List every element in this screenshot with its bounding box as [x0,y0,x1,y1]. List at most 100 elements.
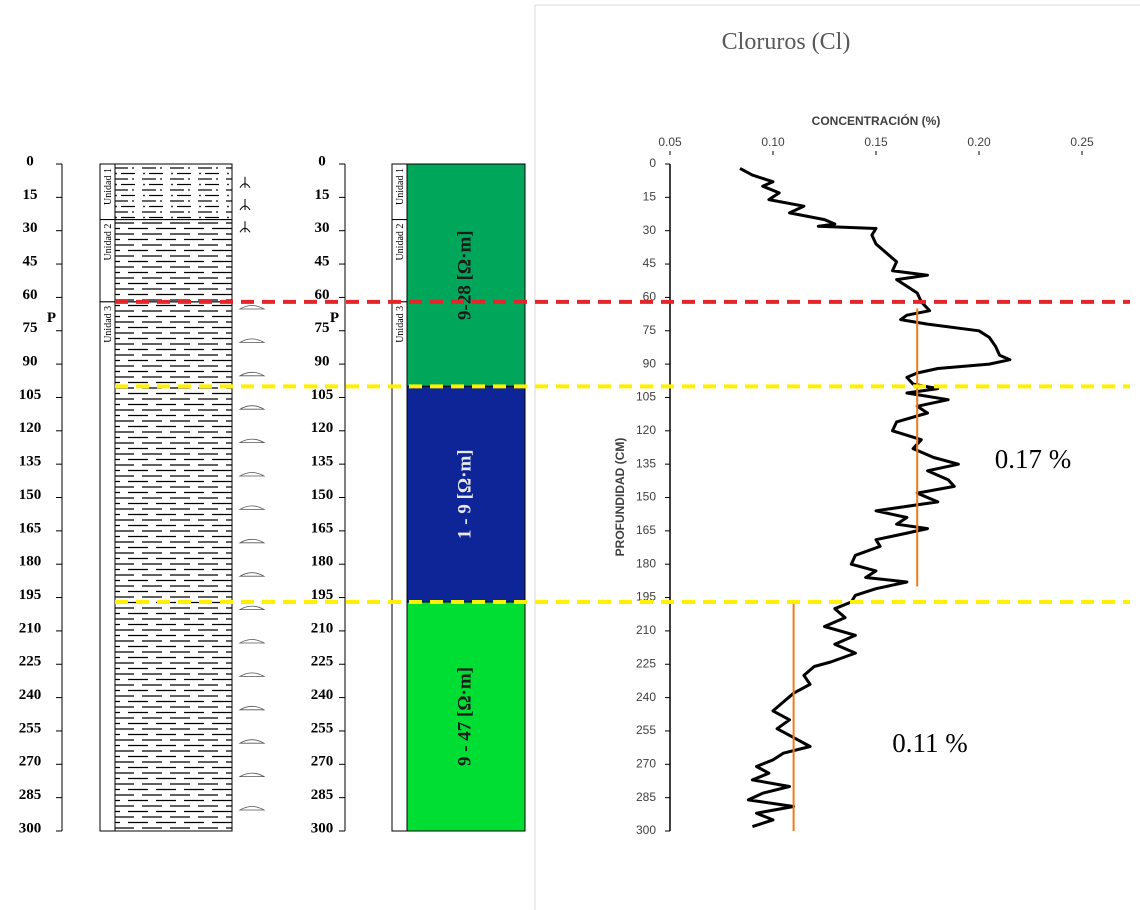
unit-strip [391,301,408,832]
lens-symbol [238,371,266,377]
resistivity-label: 9-28 [Ω·m] [454,230,475,320]
depth-label: 90 [315,354,330,370]
y-tick-label: 75 [643,323,657,337]
lens-symbol [238,438,266,443]
depth-label: 135 [19,454,42,470]
depth-label: 255 [311,720,334,736]
depth-label: 0 [26,153,34,169]
y-tick-label: 30 [643,223,657,237]
lens-symbol [238,705,266,711]
resistivity-block [406,385,526,603]
depth-label: 105 [19,387,42,403]
depth-label: 300 [19,820,42,836]
depth-label: 75 [315,320,330,336]
depth-label: 225 [311,654,334,670]
y-tick-label: 210 [636,623,656,637]
x-tick-label: 0.10 [761,135,785,149]
lithology-unit [114,163,233,221]
x-axis-label: CONCENTRACIÓN (%) [812,113,941,128]
depth-label: 30 [315,220,330,236]
y-axis-label: PROFUNDIDAD (CM) [613,438,627,557]
y-tick-label: 120 [636,423,656,437]
y-tick-label: 180 [636,556,656,570]
depth-label: 90 [23,354,38,370]
depth-label: 60 [315,287,330,303]
depth-label: 210 [311,620,334,636]
lens-symbol [238,338,266,343]
x-tick-label: 0.05 [658,135,682,149]
y-tick-label: 240 [636,690,656,704]
y-tick-label: 300 [636,823,656,837]
y-tick-label: 105 [636,390,656,404]
root-symbol [239,221,251,233]
lens-symbol [238,505,266,510]
depth-label: 180 [311,554,334,570]
lens-symbol [238,305,266,310]
y-tick-label: 255 [636,723,656,737]
x-tick-label: 0.25 [1070,135,1094,149]
depth-label: 135 [311,454,334,470]
unit-label: Unidad 2 [103,224,114,261]
lens-symbol [238,538,266,544]
depth-label: 270 [19,754,42,770]
y-tick-label: 0 [649,156,656,170]
profile-line [739,167,1012,829]
y-tick-label: 225 [636,656,656,670]
depth-label: 60 [23,287,38,303]
depth-label: 15 [315,187,330,203]
y-tick-label: 135 [636,456,656,470]
depth-label: 120 [311,420,334,436]
unit-label: Unidad 3 [395,306,406,343]
resistivity-block [406,601,526,832]
mean-label: 0.17 % [995,444,1072,474]
resistivity-block [406,163,526,387]
marker-label: P [330,310,339,326]
depth-label: 240 [311,687,334,703]
lens-symbol [238,639,266,644]
depth-label: 195 [311,587,334,603]
y-tick-label: 90 [643,356,657,370]
y-tick-label: 15 [643,190,657,204]
unit-strip [99,301,116,832]
depth-label: 105 [311,387,334,403]
lens-symbol [238,572,266,577]
root-symbol [239,199,251,211]
depth-label: 255 [19,720,42,736]
marker-label: P [47,310,56,326]
depth-label: 165 [19,520,42,536]
depth-label: 120 [19,420,42,436]
y-tick-label: 270 [636,756,656,770]
depth-label: 75 [23,320,38,336]
depth-label: 195 [19,587,42,603]
lens-symbol [238,605,266,610]
mean-label: 0.11 % [892,728,968,758]
depth-label: 150 [311,487,334,503]
unit-label: Unidad 3 [103,306,114,343]
y-tick-label: 285 [636,790,656,804]
depth-label: 150 [19,487,42,503]
lens-symbol [238,772,266,777]
depth-label: 285 [19,787,42,803]
lens-symbol [238,806,266,811]
root-symbol [239,176,251,189]
depth-label: 45 [315,253,330,269]
lens-symbol [238,672,266,677]
resistivity-label: 9 - 47 [Ω·m] [454,667,475,766]
lens-symbol [238,472,266,477]
depth-label: 15 [23,187,38,203]
resistivity-label: 1 - 9 [Ω·m] [454,449,475,539]
y-tick-label: 165 [636,523,656,537]
chart-title: Cloruros (Cl) [722,29,851,55]
depth-label: 300 [311,820,334,836]
unit-label: Unidad 2 [395,224,406,261]
x-tick-label: 0.15 [864,135,888,149]
depth-label: 165 [311,520,334,536]
unit-label: Unidad 1 [103,168,114,205]
depth-label: 0 [318,153,326,169]
unit-label: Unidad 1 [395,168,406,205]
y-tick-label: 150 [636,490,656,504]
depth-label: 240 [19,687,42,703]
depth-label: 210 [19,620,42,636]
depth-label: 285 [311,787,334,803]
